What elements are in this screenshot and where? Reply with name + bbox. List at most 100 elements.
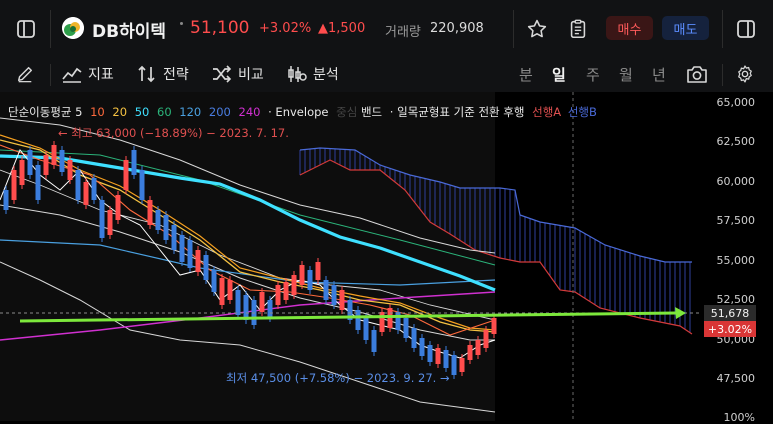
indicator-lines [0, 117, 693, 413]
y-tick: 100% [723, 411, 755, 424]
candle-body [275, 285, 281, 305]
candle-body [91, 178, 97, 200]
current-price: 51,100 [190, 18, 250, 38]
candlesticks [3, 141, 497, 379]
ma240-line [0, 291, 496, 341]
camera-icon[interactable] [685, 63, 709, 85]
change-percent: +3.02% [259, 21, 312, 36]
price-chart[interactable] [0, 92, 773, 421]
legend-ma50: 50 [134, 105, 150, 119]
y-tick: 65,000 [716, 96, 756, 109]
candle-body [203, 255, 209, 280]
gear-icon[interactable] [734, 63, 756, 85]
stock-name[interactable]: DB하이텍 [92, 22, 166, 42]
candle-body [379, 312, 385, 332]
legend-ma5: 단순이동평균 5 [8, 105, 83, 119]
strategy-icon [138, 65, 155, 83]
indicator-button[interactable]: 지표 [62, 64, 114, 84]
period-day[interactable]: 일 [552, 66, 566, 84]
candle-body [403, 318, 409, 338]
low-annotation: 최저 47,500 (+7.58%) − 2023. 9. 27. → [226, 371, 450, 385]
legend-band: 밴드 [360, 105, 383, 119]
period-week[interactable]: 주 [586, 66, 600, 84]
band-lower [0, 261, 496, 413]
candle-body [259, 292, 265, 312]
candle-body [19, 160, 25, 185]
candle-body [283, 282, 289, 300]
candle-body [139, 170, 145, 200]
legend-ma10: 10 [90, 105, 105, 119]
buy-button[interactable]: 매수 [606, 16, 653, 40]
legend-ichimoku: · 일목균형표 기준 전환 후행 [389, 105, 525, 119]
candle-body [67, 160, 73, 180]
candle-body [35, 165, 41, 200]
clipboard-icon[interactable] [565, 16, 591, 42]
candle-body [99, 200, 105, 238]
candle-body [323, 280, 329, 300]
shuffle-icon [213, 65, 232, 83]
indicator-label: 지표 [88, 67, 114, 83]
candle-body [371, 330, 377, 352]
candle-body [355, 310, 361, 330]
legend-span-b: 선행B [567, 105, 597, 119]
divider [50, 64, 51, 86]
span-b-line [299, 147, 692, 263]
candle-body [443, 350, 449, 368]
analysis-button[interactable]: 분석 [287, 64, 339, 84]
compare-button[interactable]: 비교 [212, 64, 264, 84]
envelope-lower [0, 204, 495, 341]
candle-body [51, 145, 57, 165]
candle-body [331, 285, 337, 305]
candle-body [27, 150, 33, 175]
candle-body [219, 278, 225, 305]
candle-body [179, 235, 185, 262]
price-chart-area[interactable] [0, 92, 773, 421]
star-icon[interactable] [524, 16, 550, 42]
candle-body [419, 338, 425, 356]
y-tick: 55,000 [716, 254, 756, 267]
candle-body [163, 215, 169, 240]
divider [722, 10, 723, 48]
y-tick: 57,500 [716, 214, 756, 227]
chart-toolbar [0, 58, 773, 92]
candle-body [83, 182, 89, 205]
indicator-legend[interactable]: 단순이동평균 5 10 20 50 60 120 200 240 · Envel… [8, 104, 597, 120]
candle-body [387, 308, 393, 328]
candle-body [459, 358, 465, 372]
pencil-icon[interactable] [14, 63, 36, 85]
legend-ma20: 20 [112, 105, 128, 119]
ichimoku-cloud [299, 148, 691, 333]
current-change-tag: +3.02% [704, 321, 756, 337]
ma5-line [0, 149, 496, 359]
y-tick: 60,000 [716, 175, 756, 188]
period-minute[interactable]: 분 [519, 66, 533, 84]
candle-body [315, 262, 321, 280]
change-amount: ▲1,500 [318, 21, 366, 36]
trendline[interactable] [19, 311, 677, 323]
candle-body [435, 348, 441, 364]
legend-ma120: 120 [179, 105, 202, 119]
ma50-line [0, 154, 496, 292]
period-year[interactable]: 년 [652, 66, 666, 84]
y-tick: 47,500 [716, 372, 756, 385]
current-price-tag: 51,678 [704, 305, 756, 321]
period-month[interactable]: 월 [619, 66, 633, 84]
volume-label: 거래량 [385, 25, 421, 40]
candle-body [75, 170, 81, 200]
candle-body [43, 155, 49, 175]
stock-logo [62, 17, 84, 39]
sidebar-toggle-icon[interactable] [14, 17, 38, 41]
strategy-label: 전략 [163, 67, 189, 83]
divider [722, 64, 723, 86]
legend-ma60: 60 [157, 105, 172, 119]
candle-body [3, 190, 9, 210]
sell-button[interactable]: 매도 [662, 16, 709, 40]
right-panel-toggle-icon[interactable] [734, 17, 758, 41]
analysis-icon [288, 66, 307, 82]
candle-body [155, 210, 161, 230]
candle-body [59, 150, 65, 172]
y-tick: 62,500 [716, 135, 756, 148]
candle-body [11, 170, 17, 200]
legend-ma200: 200 [208, 105, 231, 119]
strategy-button[interactable]: 전략 [137, 64, 189, 84]
